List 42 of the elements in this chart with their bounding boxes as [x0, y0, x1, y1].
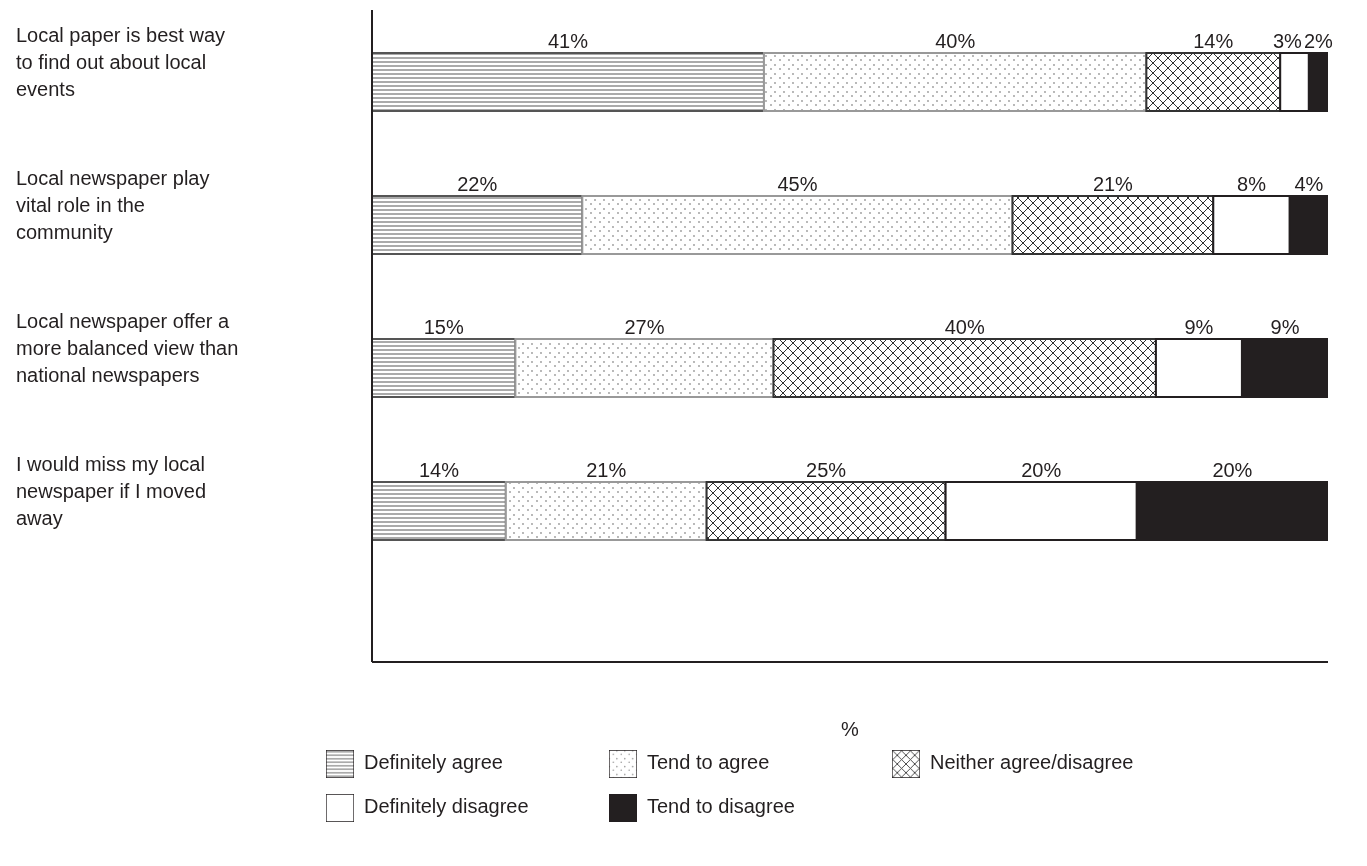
data-label: 20% — [1212, 459, 1253, 481]
legend-label: Definitely agree — [364, 750, 504, 775]
bar — [372, 195, 584, 255]
data-label: 3% — [1272, 30, 1303, 52]
bar — [1145, 52, 1282, 112]
y-tick-label: Local newspaper play vital role in the community — [16, 166, 210, 243]
data-label: 21% — [586, 459, 627, 481]
bar — [772, 338, 1157, 398]
legend-label: Tend to disagree — [647, 794, 796, 819]
data-label: 14% — [1193, 30, 1234, 52]
legend-label: Neither agree/disagree — [930, 750, 1135, 775]
bar — [514, 338, 775, 398]
bar — [372, 52, 765, 112]
data-label: 9% — [1184, 316, 1214, 338]
y-tick-label: I would miss my local newspaper if I moved away — [16, 452, 207, 529]
data-label: 21% — [1092, 173, 1134, 195]
data-label: 15% — [423, 316, 464, 338]
x-axis-title: % — [841, 718, 860, 740]
y-tick-label: Local newspaper offer a more balanced view than national newspapers — [16, 309, 239, 386]
bar — [762, 52, 1148, 112]
data-label: 25% — [806, 459, 847, 481]
data-label: 41% — [547, 30, 589, 52]
data-label: 2% — [1303, 30, 1334, 52]
bar — [1011, 195, 1215, 255]
data-label: 27% — [624, 316, 665, 338]
legend-label: Definitely disagree — [364, 794, 530, 819]
bar — [372, 481, 507, 541]
legend-label: Tend to agree — [647, 750, 771, 775]
bar — [372, 338, 517, 398]
data-label: 4% — [1294, 173, 1324, 195]
data-label: 14% — [418, 459, 460, 481]
data-label: 40% — [935, 30, 976, 52]
bar — [504, 481, 708, 541]
y-tick-label: Local paper is best way to find out about local events — [16, 23, 226, 100]
data-label: 20% — [1021, 459, 1062, 481]
data-label: 8% — [1237, 173, 1267, 195]
data-label: 40% — [944, 316, 985, 338]
data-label: 9% — [1270, 316, 1300, 338]
data-label: 22% — [457, 173, 498, 195]
bar — [581, 195, 1014, 255]
data-label: 45% — [777, 173, 818, 195]
bar — [705, 481, 947, 541]
